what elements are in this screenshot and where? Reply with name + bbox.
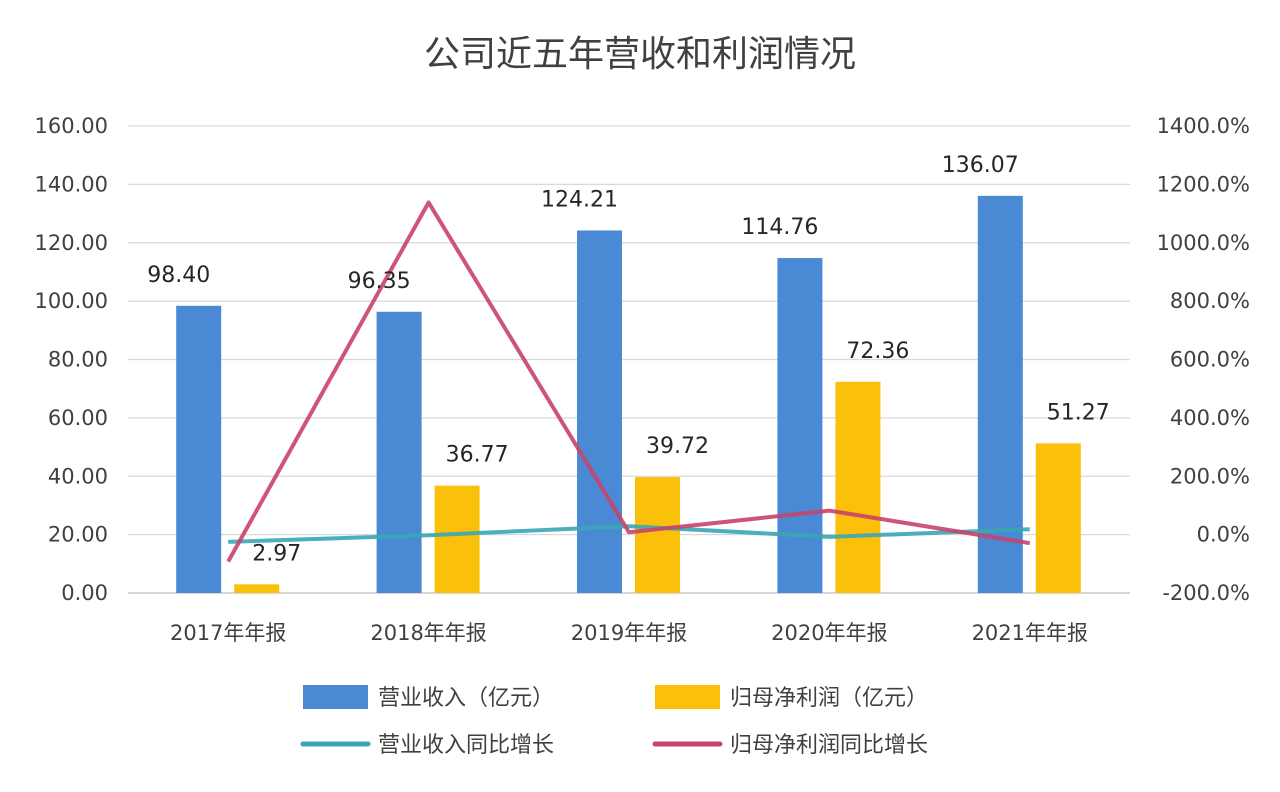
- profit-bar: [1035, 443, 1081, 593]
- profit-bar: [234, 584, 280, 593]
- x-tick-label: 2017年年报: [170, 621, 286, 645]
- right-tick-label: 1000.0%: [1157, 231, 1250, 255]
- left-tick-label: 160.00: [35, 114, 108, 138]
- profit-growth-line: [226, 200, 1031, 563]
- right-tick-label: -200.0%: [1162, 581, 1250, 605]
- profit-bar: [434, 485, 480, 593]
- data-label: 39.72: [646, 434, 709, 459]
- legend-label: 归母净利润同比增长: [730, 733, 928, 758]
- chart-title: 公司近五年营收和利润情况: [424, 34, 856, 75]
- data-label: 96.35: [348, 269, 411, 294]
- right-tick-label: 200.0%: [1170, 464, 1250, 488]
- profit-bar: [635, 477, 680, 593]
- legend-label: 营业收入（亿元）: [378, 686, 554, 711]
- data-label: 124.21: [541, 187, 618, 212]
- legend-label: 归母净利润（亿元）: [730, 686, 928, 711]
- right-tick-label: 600.0%: [1170, 348, 1250, 372]
- left-tick-label: 100.00: [35, 289, 108, 313]
- left-tick-label: 40.00: [48, 464, 108, 488]
- x-tick-label: 2018年年报: [370, 621, 486, 645]
- profit-bar: [835, 381, 881, 593]
- left-tick-label: 60.00: [48, 406, 108, 430]
- revenue-bar: [777, 258, 823, 593]
- legend-label: 营业收入同比增长: [378, 733, 554, 758]
- left-tick-label: 0.00: [61, 581, 108, 605]
- right-tick-label: 1200.0%: [1157, 172, 1250, 196]
- data-label: 136.07: [942, 153, 1019, 178]
- data-label: 114.76: [741, 215, 818, 240]
- revenue-bar: [176, 305, 222, 593]
- data-label: 72.36: [846, 339, 909, 364]
- revenue-bar: [376, 311, 422, 593]
- left-tick-label: 140.00: [35, 172, 108, 196]
- revenue-bar: [577, 230, 622, 593]
- data-label: 51.27: [1047, 400, 1110, 425]
- data-label: 2.97: [252, 541, 301, 566]
- legend-swatch: [655, 685, 720, 709]
- left-tick-label: 120.00: [35, 231, 108, 255]
- revenue-bar: [977, 195, 1023, 593]
- x-tick-label: 2020年年报: [771, 621, 887, 645]
- left-tick-label: 80.00: [48, 348, 108, 372]
- right-tick-label: 800.0%: [1170, 289, 1250, 313]
- right-tick-label: 400.0%: [1170, 406, 1250, 430]
- x-tick-label: 2019年年报: [571, 621, 687, 645]
- right-tick-label: 1400.0%: [1157, 114, 1250, 138]
- left-tick-label: 20.00: [48, 523, 108, 547]
- x-tick-label: 2021年年报: [972, 621, 1088, 645]
- data-label: 36.77: [446, 443, 509, 468]
- right-tick-label: 0.0%: [1197, 523, 1250, 547]
- data-label: 98.40: [147, 263, 210, 288]
- legend-swatch: [303, 685, 368, 709]
